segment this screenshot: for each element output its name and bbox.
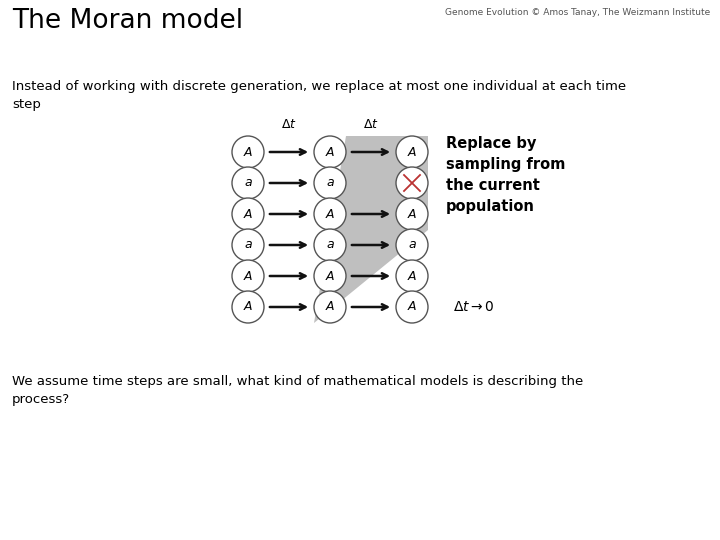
- Text: A: A: [325, 145, 334, 159]
- Circle shape: [396, 291, 428, 323]
- Text: a: a: [326, 177, 334, 190]
- Text: A: A: [244, 207, 252, 220]
- Circle shape: [232, 291, 264, 323]
- Text: A: A: [325, 269, 334, 282]
- Text: $\Delta t$: $\Delta t$: [363, 118, 379, 131]
- Text: A: A: [325, 207, 334, 220]
- Circle shape: [314, 136, 346, 168]
- Circle shape: [314, 291, 346, 323]
- Text: a: a: [408, 239, 416, 252]
- Circle shape: [314, 198, 346, 230]
- Circle shape: [232, 229, 264, 261]
- Text: A: A: [244, 269, 252, 282]
- Circle shape: [396, 229, 428, 261]
- Circle shape: [314, 167, 346, 199]
- Circle shape: [314, 229, 346, 261]
- Circle shape: [396, 167, 428, 199]
- Text: We assume time steps are small, what kind of mathematical models is describing t: We assume time steps are small, what kin…: [12, 375, 583, 406]
- Circle shape: [232, 136, 264, 168]
- Text: A: A: [408, 207, 416, 220]
- Text: Genome Evolution © Amos Tanay, The Weizmann Institute: Genome Evolution © Amos Tanay, The Weizm…: [445, 8, 710, 17]
- Text: a: a: [244, 239, 252, 252]
- Text: A: A: [408, 269, 416, 282]
- Text: A: A: [408, 300, 416, 314]
- Circle shape: [396, 198, 428, 230]
- Polygon shape: [314, 136, 428, 323]
- Text: a: a: [244, 177, 252, 190]
- Text: $\Delta t \rightarrow 0$: $\Delta t \rightarrow 0$: [453, 300, 495, 314]
- Circle shape: [314, 260, 346, 292]
- Circle shape: [396, 136, 428, 168]
- Text: A: A: [244, 300, 252, 314]
- Circle shape: [232, 167, 264, 199]
- Text: Instead of working with discrete generation, we replace at most one individual a: Instead of working with discrete generat…: [12, 80, 626, 111]
- Text: A: A: [325, 300, 334, 314]
- Text: a: a: [326, 239, 334, 252]
- Text: The Moran model: The Moran model: [12, 8, 243, 34]
- Text: $\Delta t$: $\Delta t$: [281, 118, 297, 131]
- Circle shape: [232, 198, 264, 230]
- Text: A: A: [408, 145, 416, 159]
- Text: A: A: [244, 145, 252, 159]
- Circle shape: [396, 260, 428, 292]
- Text: Replace by
sampling from
the current
population: Replace by sampling from the current pop…: [446, 136, 565, 214]
- Circle shape: [232, 260, 264, 292]
